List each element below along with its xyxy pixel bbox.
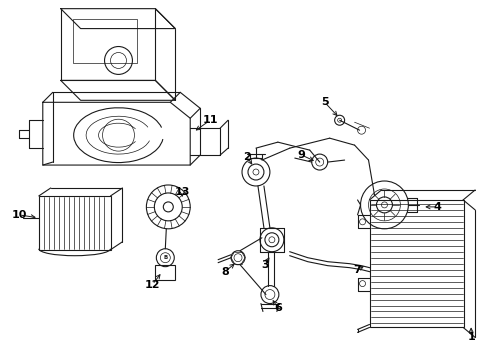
Bar [369, 200, 464, 328]
Text: 13: 13 [174, 187, 190, 197]
Text: 10: 10 [11, 210, 26, 220]
Text: 3: 3 [261, 260, 269, 270]
Text: 1: 1 [467, 332, 475, 342]
Text: 6: 6 [274, 302, 282, 312]
Text: 4: 4 [433, 202, 441, 212]
Text: 12: 12 [145, 280, 160, 289]
Text: 9: 9 [298, 150, 306, 160]
Text: 5: 5 [321, 97, 328, 107]
Text: B: B [163, 255, 168, 260]
Bar [73, 19, 137, 63]
Text: 11: 11 [202, 115, 218, 125]
Text: 2: 2 [243, 152, 251, 162]
Bar [155, 265, 175, 280]
Text: 8: 8 [221, 267, 229, 276]
Text: 7: 7 [354, 265, 362, 275]
Bar [39, 196, 111, 250]
